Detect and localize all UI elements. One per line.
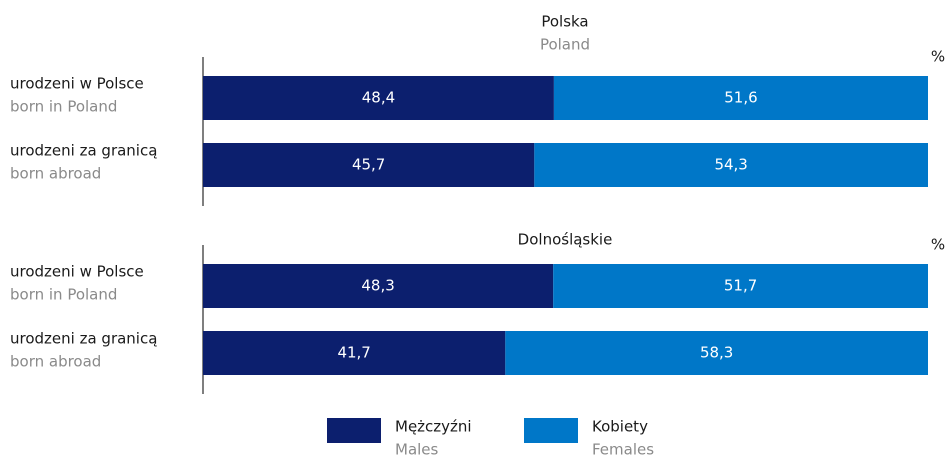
value-label: 45,7 xyxy=(352,156,385,174)
chart-subtitle: Poland xyxy=(540,36,590,54)
category-label: urodzeni w Polsce xyxy=(10,75,144,93)
category-label-en: born in Poland xyxy=(10,98,117,116)
legend-label-en: Females xyxy=(592,441,654,458)
value-label: 41,7 xyxy=(337,344,370,362)
category-label: urodzeni w Polsce xyxy=(10,263,144,281)
legend-swatch xyxy=(327,418,381,443)
bar-segment xyxy=(553,76,928,120)
category-label-en: born in Poland xyxy=(10,286,117,304)
legend-label-en: Males xyxy=(395,441,439,458)
bar-segment xyxy=(203,76,554,120)
category-label-en: born abroad xyxy=(10,353,101,371)
legend-swatch xyxy=(524,418,578,443)
chart-title: Polska xyxy=(541,13,588,31)
bar-segment xyxy=(505,331,928,375)
value-label: 58,3 xyxy=(700,344,733,362)
unit-label: % xyxy=(931,236,945,254)
category-label: urodzeni za granicą xyxy=(10,142,157,160)
category-label: urodzeni za granicą xyxy=(10,330,157,348)
bar-segment xyxy=(203,331,506,375)
bar-segment xyxy=(534,143,928,187)
category-label-en: born abroad xyxy=(10,165,101,183)
chart-title: Dolnośląskie xyxy=(518,231,613,249)
unit-label: % xyxy=(931,48,945,66)
value-label: 51,6 xyxy=(724,89,757,107)
value-label: 54,3 xyxy=(714,156,747,174)
value-label: 48,4 xyxy=(362,89,395,107)
legend-label: Kobiety xyxy=(592,418,648,436)
legend-label: Mężczyźni xyxy=(395,418,472,436)
bar-segment xyxy=(203,264,554,308)
bar-segment xyxy=(203,143,535,187)
value-label: 48,3 xyxy=(361,277,394,295)
bar-segment xyxy=(553,264,928,308)
value-label: 51,7 xyxy=(724,277,757,295)
